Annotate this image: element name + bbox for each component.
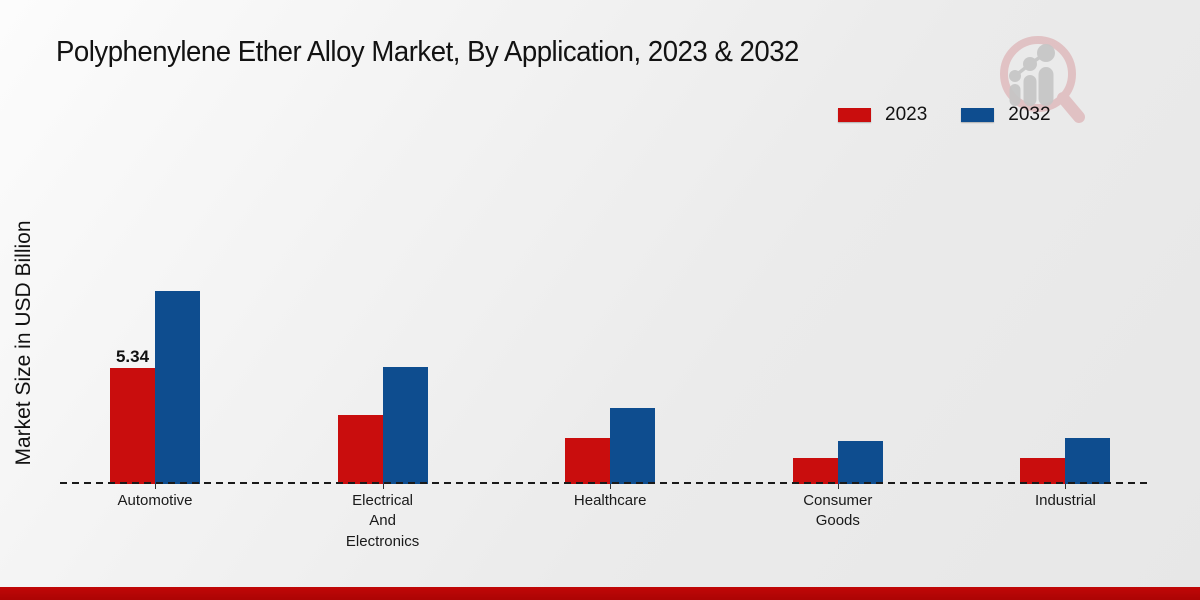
bar-2032-category-4: [1065, 438, 1111, 484]
bar-2023-category-2: [565, 438, 611, 484]
x-axis-tick-0: [155, 484, 156, 489]
bar-2032-category-0: [155, 291, 200, 484]
bar-2032-category-2: [610, 408, 656, 484]
x-axis-tick-4: [1065, 484, 1067, 489]
bar-2032-category-1: [382, 367, 428, 484]
x-axis-tick-3: [837, 484, 839, 489]
category-label-0: Automotive: [117, 492, 193, 509]
bar-2032-category-3: [837, 441, 883, 484]
legend-item-2032: 2032: [961, 104, 1051, 126]
chart-title: Polyphenylene Ether Alloy Market, By App…: [56, 36, 799, 68]
legend-swatch-2032: [961, 108, 995, 122]
bottom-accent-band: [0, 587, 1200, 600]
category-label-2: Healthcare: [573, 492, 647, 509]
bar-2023-category-4: [1020, 458, 1066, 484]
x-axis-baseline: [60, 482, 1152, 484]
category-label-4: Industrial: [1034, 492, 1096, 509]
legend-item-2023: 2023: [838, 104, 927, 126]
category-label-3: Consumer Goods: [803, 492, 873, 530]
bar-2023-category-0: [110, 368, 155, 484]
category-label-1: Electrical And Electronics: [345, 492, 420, 550]
bar-2023-category-3: [792, 458, 838, 484]
magnifier-growth-logo-icon: [1000, 36, 1085, 123]
bar-value-label: 5.34: [115, 347, 150, 366]
x-axis-tick-2: [610, 484, 612, 489]
legend-swatch-2023: [838, 108, 871, 122]
bar-2023-category-1: [337, 415, 383, 484]
legend: 2023 2032: [838, 104, 1051, 126]
x-axis-tick-1: [382, 484, 384, 489]
legend-label-2032: 2032: [1008, 104, 1051, 125]
legend-label-2023: 2023: [885, 104, 928, 125]
